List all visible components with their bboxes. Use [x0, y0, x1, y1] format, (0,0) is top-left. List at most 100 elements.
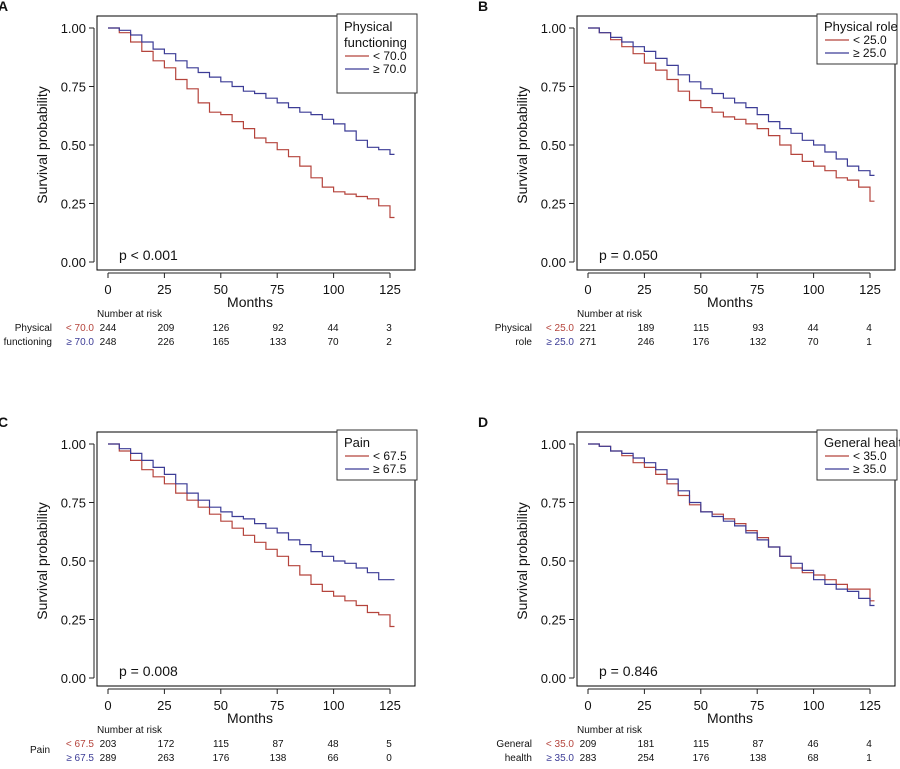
risk-group-label: General: [496, 739, 532, 750]
km-curve-high: [108, 27, 395, 155]
legend-box: [336, 429, 418, 481]
y-tick-label: 0.75: [541, 496, 566, 511]
panel-label: B: [478, 0, 488, 14]
risk-count: 289: [100, 753, 117, 764]
y-tick-label: 1.00: [61, 437, 86, 452]
y-tick-label: 0.75: [61, 496, 86, 511]
panel-label: D: [478, 414, 488, 430]
risk-count: 254: [638, 753, 655, 764]
y-tick-label: 0.00: [61, 255, 86, 270]
x-tick-label: 100: [323, 698, 345, 713]
x-tick-label: 100: [803, 282, 825, 297]
risk-count: 68: [807, 753, 819, 764]
y-tick-label: 1.00: [541, 21, 566, 36]
risk-count: 226: [158, 337, 175, 348]
x-tick-label: 25: [157, 698, 171, 713]
risk-count: 271: [580, 337, 597, 348]
x-tick-label: 0: [584, 282, 591, 297]
legend-title: functioning: [344, 35, 407, 50]
risk-count: 70: [807, 337, 819, 348]
y-tick-label: 0.25: [541, 613, 566, 628]
risk-stratum-label: ≥ 25.0: [546, 337, 574, 348]
risk-count: 176: [693, 337, 710, 348]
x-tick-label: 0: [104, 282, 111, 297]
km-curve-high: [588, 443, 875, 607]
risk-count: 92: [272, 323, 284, 334]
y-tick-label: 0.00: [541, 255, 566, 270]
legend-box: [336, 13, 418, 94]
legend: Physical role< 25.0≥ 25.0: [816, 13, 898, 65]
km-curve-low: [108, 443, 395, 628]
risk-group-label: Pain: [30, 745, 50, 756]
y-tick-label: 0.75: [541, 80, 566, 95]
p-value: p < 0.001: [119, 247, 178, 263]
x-axis-title: Months: [707, 710, 753, 726]
y-axis-title: Survival probability: [34, 86, 50, 204]
risk-header: Number at risk: [577, 309, 643, 320]
p-value: p = 0.846: [599, 663, 658, 679]
x-tick-label: 125: [859, 282, 881, 297]
risk-count: 248: [100, 337, 117, 348]
legend-entry: ≥ 25.0: [853, 46, 887, 60]
plot-frame: [576, 15, 896, 271]
y-tick-label: 1.00: [541, 437, 566, 452]
x-tick-label: 125: [379, 282, 401, 297]
risk-count: 176: [213, 753, 230, 764]
legend-box: [816, 429, 898, 481]
risk-count: 115: [693, 739, 709, 750]
y-tick-label: 0.50: [541, 138, 566, 153]
legend-entry: < 70.0: [373, 49, 407, 63]
panel-label: C: [0, 414, 8, 430]
y-axis-title: Survival probability: [514, 86, 530, 204]
risk-count: 44: [807, 323, 819, 334]
risk-stratum-label: ≥ 70.0: [66, 337, 94, 348]
p-value: p = 0.050: [599, 247, 658, 263]
risk-count: 1: [866, 753, 872, 764]
x-tick-label: 25: [157, 282, 171, 297]
legend-entry: < 67.5: [373, 449, 407, 463]
x-tick-label: 75: [750, 282, 764, 297]
risk-count: 4: [866, 739, 872, 750]
plot-frame: [96, 15, 416, 271]
x-tick-label: 100: [323, 282, 345, 297]
risk-count: 283: [580, 753, 597, 764]
y-tick-label: 0.25: [61, 197, 86, 212]
risk-count: 189: [638, 323, 655, 334]
km-curve-low: [588, 27, 875, 202]
risk-count: 66: [327, 753, 339, 764]
risk-count: 87: [752, 739, 764, 750]
risk-count: 3: [386, 323, 392, 334]
legend-entry: ≥ 70.0: [373, 62, 407, 76]
risk-count: 93: [752, 323, 764, 334]
risk-count: 221: [580, 323, 597, 334]
risk-count: 244: [100, 323, 117, 334]
km-curve-low: [588, 443, 875, 602]
risk-stratum-label: < 25.0: [546, 323, 575, 334]
y-tick-label: 1.00: [61, 21, 86, 36]
risk-count: 246: [638, 337, 655, 348]
risk-count: 176: [693, 753, 710, 764]
y-tick-label: 0.50: [61, 554, 86, 569]
legend-box: [816, 13, 898, 65]
risk-count: 4: [866, 323, 872, 334]
legend-title: General health: [824, 435, 900, 450]
panel-c: C 0.00 0.25 0.50 0.75 1.00 Survival probabilit…: [0, 414, 418, 764]
plot-frame: [96, 431, 416, 687]
panel-label: A: [0, 0, 8, 14]
risk-count: 115: [693, 323, 709, 334]
legend-title: Pain: [344, 435, 370, 450]
y-tick-label: 0.50: [61, 138, 86, 153]
km-curve-high: [108, 443, 395, 581]
risk-count: 172: [158, 739, 175, 750]
risk-group-label: Physical: [15, 323, 52, 334]
y-axis-title: Survival probability: [514, 502, 530, 620]
legend-title: Physical role: [824, 19, 898, 34]
risk-count: 44: [327, 323, 339, 334]
legend-entry: ≥ 35.0: [853, 462, 887, 476]
panel-d: D 0.00 0.25 0.50 0.75 1.00 Survival probabilit…: [478, 414, 900, 764]
x-tick-label: 25: [637, 282, 651, 297]
risk-stratum-label: ≥ 67.5: [66, 753, 94, 764]
x-tick-label: 50: [214, 698, 228, 713]
